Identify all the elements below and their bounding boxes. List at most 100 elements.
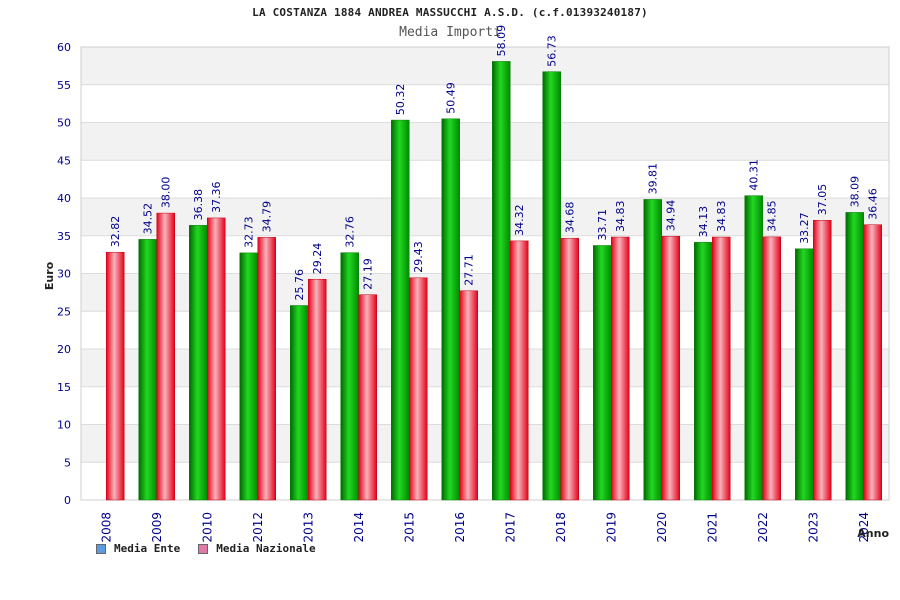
y-axis-title: Euro bbox=[43, 261, 56, 290]
y-tick-label: 5 bbox=[64, 456, 71, 469]
data-label: 50.32 bbox=[394, 84, 407, 116]
grid-band bbox=[81, 47, 889, 85]
y-tick-label: 25 bbox=[57, 305, 71, 318]
data-label: 32.73 bbox=[243, 216, 256, 248]
bar-media-ente-2021 bbox=[694, 242, 713, 501]
y-tick-label: 15 bbox=[57, 381, 71, 394]
x-tick-label: 2012 bbox=[251, 512, 265, 543]
legend-swatch-media-ente bbox=[96, 543, 106, 554]
data-label: 34.83 bbox=[614, 201, 627, 233]
x-tick-label: 2014 bbox=[352, 512, 366, 543]
bar-media-nazionale-2018 bbox=[560, 237, 579, 501]
bar-media-nazionale-2023 bbox=[813, 220, 832, 501]
data-label: 27.71 bbox=[463, 254, 476, 286]
data-label: 38.00 bbox=[160, 177, 173, 209]
y-tick-label: 30 bbox=[57, 268, 71, 281]
x-tick-label: 2020 bbox=[655, 512, 669, 543]
chart-title: LA COSTANZA 1884 ANDREA MASSUCCHI A.S.D.… bbox=[252, 6, 648, 19]
grid-band bbox=[81, 84, 889, 123]
grid-band bbox=[81, 160, 889, 198]
bar-media-ente-2016 bbox=[441, 118, 460, 501]
x-tick-label: 2010 bbox=[200, 512, 214, 543]
y-tick-label: 35 bbox=[57, 230, 71, 243]
bar-media-ente-2020 bbox=[643, 199, 662, 501]
data-label: 27.19 bbox=[362, 258, 375, 290]
x-tick-label: 2023 bbox=[806, 512, 820, 543]
bar-media-nazionale-2024 bbox=[863, 224, 882, 501]
legend-item-media-nazionale: Media Nazionale bbox=[198, 542, 316, 555]
data-label: 34.85 bbox=[766, 200, 779, 232]
data-label: 37.05 bbox=[816, 184, 829, 216]
bar-media-nazionale-2021 bbox=[712, 236, 731, 501]
bar-media-ente-2010 bbox=[189, 225, 208, 501]
bar-media-nazionale-2008 bbox=[106, 251, 125, 501]
y-tick-label: 60 bbox=[57, 41, 71, 54]
x-tick-label: 2017 bbox=[503, 512, 517, 543]
bar-media-ente-2012 bbox=[239, 252, 258, 501]
data-label: 34.68 bbox=[564, 202, 577, 234]
bar-media-nazionale-2020 bbox=[661, 235, 680, 501]
data-label: 29.24 bbox=[311, 243, 324, 275]
data-label: 32.82 bbox=[109, 216, 122, 248]
y-tick-label: 50 bbox=[57, 117, 71, 130]
data-label: 34.13 bbox=[697, 206, 710, 238]
x-tick-label: 2009 bbox=[150, 512, 164, 543]
bar-media-nazionale-2009 bbox=[156, 212, 175, 501]
bar-media-nazionale-2013 bbox=[308, 278, 327, 501]
y-tick-label: 20 bbox=[57, 343, 71, 356]
data-label: 25.76 bbox=[293, 269, 306, 301]
x-tick-label: 2016 bbox=[453, 512, 467, 543]
data-label: 34.52 bbox=[142, 203, 155, 235]
data-label: 34.94 bbox=[665, 200, 678, 232]
plot-frame bbox=[80, 46, 890, 501]
bar-media-ente-2013 bbox=[290, 305, 309, 501]
legend: Media Ente Media Nazionale bbox=[96, 542, 316, 555]
data-label: 39.81 bbox=[647, 163, 660, 195]
data-label: 36.46 bbox=[867, 188, 880, 220]
x-tick-label: 2024 bbox=[857, 512, 871, 543]
bar-media-ente-2009 bbox=[138, 239, 157, 501]
data-label: 50.49 bbox=[445, 82, 458, 114]
bar-media-ente-2015 bbox=[391, 119, 410, 501]
data-label: 58.09 bbox=[495, 25, 508, 57]
chart-subtitle: Media Importi bbox=[399, 25, 501, 40]
legend-item-media-ente: Media Ente bbox=[96, 542, 180, 555]
bar-media-ente-2017 bbox=[492, 61, 511, 501]
x-tick-label: 2022 bbox=[756, 512, 770, 543]
data-label: 37.36 bbox=[210, 181, 223, 213]
legend-label-media-ente: Media Ente bbox=[114, 542, 181, 555]
bar-media-nazionale-2015 bbox=[409, 277, 428, 501]
x-tick-label: 2021 bbox=[705, 512, 719, 543]
bar-media-nazionale-2012 bbox=[257, 237, 276, 501]
x-tick-label: 2008 bbox=[99, 512, 113, 543]
bar-media-ente-2023 bbox=[795, 248, 814, 501]
bar-media-ente-2014 bbox=[340, 252, 359, 501]
data-label: 32.76 bbox=[344, 216, 357, 248]
legend-swatch-media-nazionale bbox=[198, 543, 209, 554]
y-tick-label: 0 bbox=[64, 494, 71, 507]
data-label: 29.43 bbox=[412, 241, 425, 273]
y-tick-label: 55 bbox=[57, 79, 71, 92]
bar-media-nazionale-2019 bbox=[611, 236, 630, 501]
bar-media-nazionale-2017 bbox=[510, 240, 529, 501]
data-label: 38.09 bbox=[849, 176, 862, 208]
data-label: 34.79 bbox=[261, 201, 274, 233]
data-label: 33.27 bbox=[798, 212, 811, 244]
y-tick-label: 40 bbox=[57, 192, 71, 205]
data-label: 33.71 bbox=[596, 209, 609, 241]
bar-media-ente-2019 bbox=[593, 245, 612, 501]
bar-media-nazionale-2010 bbox=[207, 217, 226, 501]
data-label: 34.83 bbox=[715, 201, 728, 233]
data-label: 34.32 bbox=[513, 204, 526, 236]
bar-media-nazionale-2014 bbox=[358, 294, 377, 501]
bar-media-ente-2024 bbox=[845, 212, 864, 501]
y-tick-label: 45 bbox=[57, 154, 71, 167]
x-axis-title: Anno bbox=[857, 527, 889, 540]
bar-media-ente-2022 bbox=[744, 195, 763, 501]
y-tick-label: 10 bbox=[57, 419, 71, 432]
x-tick-label: 2018 bbox=[554, 512, 568, 543]
x-tick-label: 2015 bbox=[402, 512, 416, 543]
grid-band bbox=[81, 122, 889, 161]
